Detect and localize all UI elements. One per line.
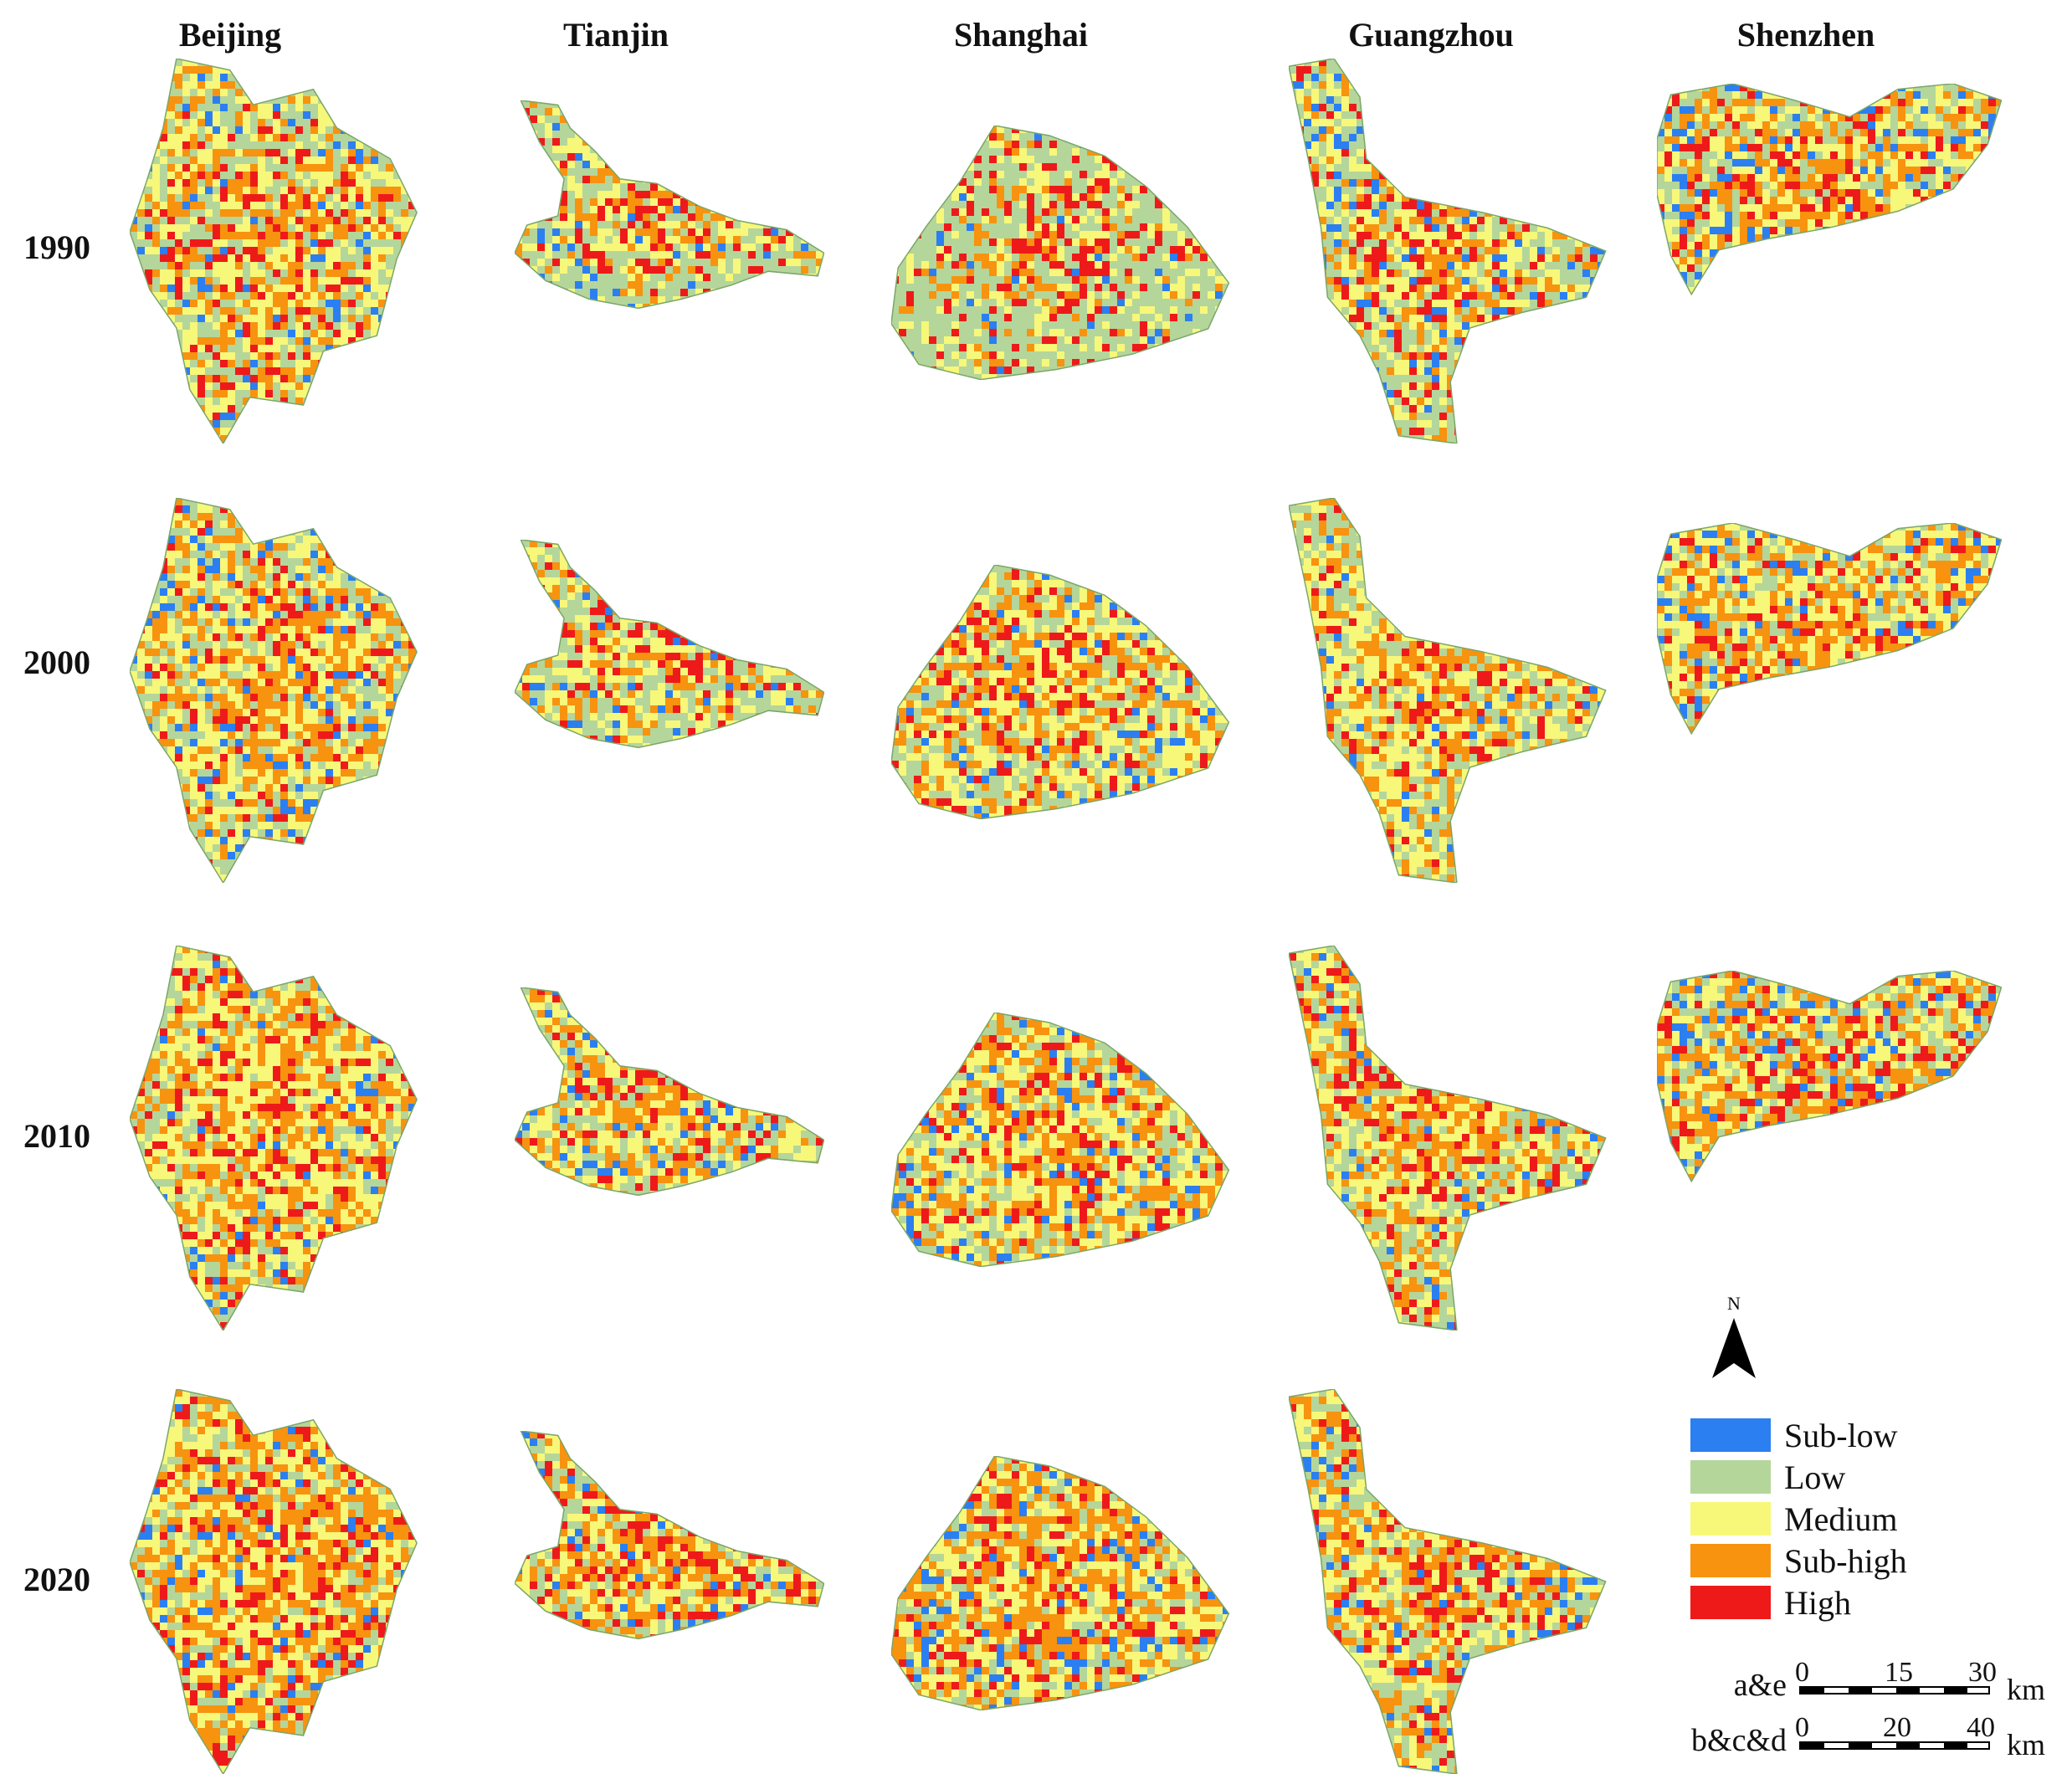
scale-tick: 40 <box>1967 1712 1995 1744</box>
legend-label: Medium <box>1784 1500 1898 1539</box>
scale-name: a&e <box>1674 1667 1787 1704</box>
north-arrow: N <box>1709 1293 1759 1386</box>
map-tianjin-1990 <box>515 100 824 331</box>
map-shanghai-2010 <box>891 1013 1236 1267</box>
map-guangzhou-2020 <box>1289 1389 1612 1774</box>
map-guangzhou-2000 <box>1289 498 1612 883</box>
scale-tick: 20 <box>1883 1712 1911 1744</box>
column-header-shenzhen: Shenzhen <box>1655 15 1957 54</box>
scale-unit: km <box>2007 1672 2045 1707</box>
scale-tick: 30 <box>1968 1657 1997 1689</box>
scale-unit: km <box>2007 1727 2045 1762</box>
scale-bar-bcd: b&c&d 0 20 40 km <box>1674 1712 2067 1762</box>
scale-bar-ae: a&e 0 15 30 km <box>1674 1657 2067 1707</box>
row-header-2020: 2020 <box>23 1560 107 1599</box>
map-tianjin-2010 <box>515 987 824 1218</box>
scale-tick: 0 <box>1795 1712 1809 1744</box>
legend-label: High <box>1784 1583 1851 1623</box>
legend-swatch <box>1690 1586 1771 1619</box>
map-beijing-2020 <box>130 1389 464 1774</box>
column-header-beijing: Beijing <box>79 15 381 54</box>
scale-tick: 0 <box>1795 1657 1809 1689</box>
legend-swatch <box>1690 1460 1771 1494</box>
legend-label: Low <box>1784 1458 1845 1497</box>
north-label: N <box>1709 1293 1759 1315</box>
map-beijing-1990 <box>130 59 464 444</box>
map-shenzhen-2010 <box>1657 971 2002 1248</box>
legend-label: Sub-low <box>1784 1416 1898 1455</box>
column-header-tianjin: Tianjin <box>465 15 767 54</box>
map-shenzhen-2000 <box>1657 523 2002 800</box>
legend-swatch <box>1690 1502 1771 1536</box>
legend-item-high: High <box>1690 1582 1907 1623</box>
scale-tick: 15 <box>1885 1657 1913 1689</box>
row-header-2000: 2000 <box>23 643 107 682</box>
legend-swatch <box>1690 1544 1771 1577</box>
map-shanghai-1990 <box>891 126 1236 380</box>
map-shanghai-2020 <box>891 1456 1236 1710</box>
map-guangzhou-1990 <box>1289 59 1612 444</box>
legend-swatch <box>1690 1418 1771 1452</box>
map-tianjin-2020 <box>515 1431 824 1662</box>
map-shanghai-2000 <box>891 565 1236 819</box>
map-shenzhen-1990 <box>1657 84 2002 361</box>
legend-item-sub-high: Sub-high <box>1690 1540 1907 1582</box>
map-guangzhou-2010 <box>1289 946 1612 1330</box>
column-header-shanghai: Shanghai <box>870 15 1172 54</box>
map-beijing-2000 <box>130 498 464 883</box>
legend-item-low: Low <box>1690 1456 1907 1498</box>
legend-item-medium: Medium <box>1690 1498 1907 1540</box>
north-arrow-icon <box>1709 1315 1759 1382</box>
map-beijing-2010 <box>130 946 464 1330</box>
row-header-2010: 2010 <box>23 1116 107 1156</box>
row-header-1990: 1990 <box>23 228 107 267</box>
column-header-guangzhou: Guangzhou <box>1280 15 1582 54</box>
legend-item-sub-low: Sub-low <box>1690 1414 1907 1456</box>
map-tianjin-2000 <box>515 540 824 771</box>
scale-name: b&c&d <box>1674 1722 1787 1759</box>
legend-label: Sub-high <box>1784 1541 1907 1581</box>
legend: Sub-low Low Medium Sub-high High <box>1690 1414 1907 1623</box>
